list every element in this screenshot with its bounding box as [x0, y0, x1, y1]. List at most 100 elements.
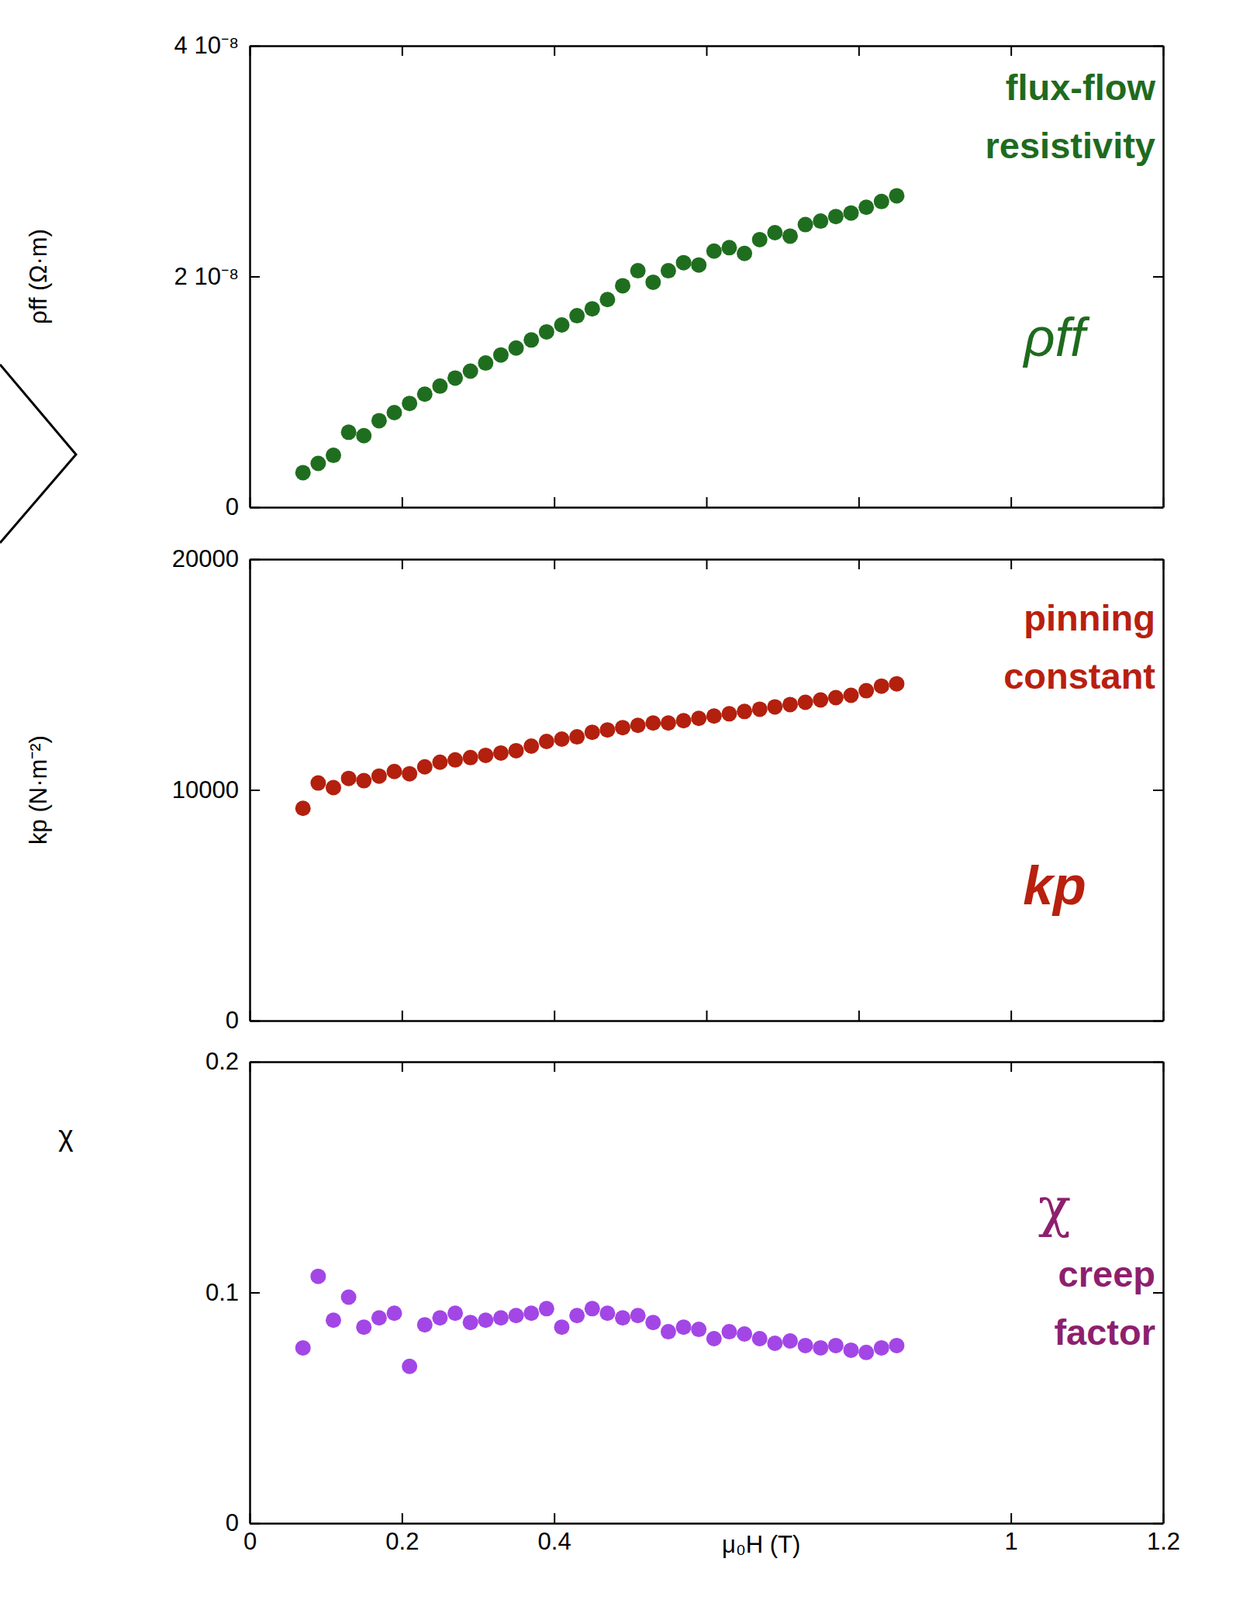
- point: [310, 455, 326, 471]
- point: [766, 1335, 783, 1351]
- tick: 0: [225, 1508, 260, 1537]
- tick-mark: [1010, 1512, 1012, 1523]
- tick-label: 0: [225, 493, 239, 521]
- tick-label: 0: [225, 1508, 239, 1537]
- tick-mark: [1153, 789, 1164, 791]
- point: [462, 362, 479, 379]
- tick-mark: [1010, 1061, 1012, 1072]
- tick: 0.2: [385, 1512, 419, 1555]
- point: [584, 300, 601, 317]
- tick-mark: [1010, 497, 1012, 508]
- tick: [858, 497, 860, 508]
- tick-mark: [249, 1522, 260, 1525]
- point: [782, 696, 798, 712]
- point: [462, 749, 479, 766]
- point: [341, 424, 357, 440]
- tick: 2 10⁻⁸: [174, 262, 260, 291]
- tick: [554, 1010, 556, 1021]
- point: [386, 763, 403, 780]
- tick-mark: [553, 1512, 556, 1523]
- point: [417, 386, 433, 402]
- point: [447, 752, 463, 768]
- panel: 01000020000kp (N·m⁻²)pinningconstantkp: [24, 545, 1164, 1034]
- point: [614, 277, 631, 294]
- point: [310, 775, 326, 791]
- point: [493, 745, 509, 761]
- point: [645, 274, 661, 291]
- point: [553, 317, 570, 333]
- annotation: creepfactor: [1053, 1253, 1156, 1353]
- point: [477, 1312, 494, 1328]
- point: [660, 1323, 677, 1340]
- tick-mark: [249, 45, 260, 48]
- tick: 4 10⁻⁸: [174, 31, 260, 59]
- tick: [1153, 1061, 1164, 1063]
- data-points: [295, 1268, 905, 1375]
- tick-label: 0: [243, 1527, 257, 1555]
- point: [325, 447, 342, 463]
- chart-canvas: 0 2 10⁻⁸ 4 10⁻⁸ ρff (Ω·m) flux-flowresistivi…: [0, 0, 1243, 1600]
- y-axis-mirror: [1153, 46, 1164, 508]
- tick: [401, 497, 403, 508]
- point: [341, 1288, 357, 1305]
- point: [706, 1330, 722, 1347]
- point: [523, 1305, 539, 1321]
- point: [371, 1309, 387, 1326]
- x-axis-mirror: [250, 559, 1164, 570]
- point: [477, 747, 494, 764]
- tick-mark: [706, 45, 708, 56]
- annotation-symbol: χ: [1038, 1175, 1071, 1240]
- point: [736, 703, 753, 719]
- x-axis: [250, 497, 1164, 508]
- data-points: [295, 676, 905, 817]
- tick: 1: [1004, 1512, 1019, 1555]
- point: [630, 717, 646, 733]
- tick-label: 1.2: [1146, 1527, 1181, 1555]
- point: [660, 714, 677, 731]
- point: [431, 1309, 448, 1326]
- point: [873, 1339, 890, 1356]
- tick: [706, 497, 708, 508]
- tick-mark: [1153, 1020, 1164, 1023]
- point: [295, 800, 311, 816]
- point: [477, 355, 494, 371]
- tick-label: 0: [225, 1006, 239, 1034]
- point: [386, 404, 403, 421]
- tick: [706, 45, 708, 56]
- point: [569, 307, 585, 324]
- tick: [1153, 790, 1164, 791]
- y-axis-title: ρff (Ω·m): [24, 228, 52, 325]
- tick: [858, 559, 860, 570]
- point: [843, 687, 860, 704]
- tick-mark: [1010, 1010, 1012, 1021]
- point: [706, 707, 722, 724]
- tick-label: 0.4: [538, 1527, 572, 1555]
- tick-mark: [706, 497, 708, 508]
- tick-mark: [1153, 1061, 1164, 1064]
- bracket: [0, 364, 76, 543]
- point: [766, 698, 783, 715]
- point: [873, 678, 890, 695]
- tick: 0.4: [538, 1512, 572, 1555]
- tick: [706, 1010, 708, 1021]
- point: [721, 705, 737, 722]
- point: [660, 262, 677, 279]
- point: [599, 291, 615, 308]
- point: [873, 193, 890, 210]
- tick-label: 2 10⁻⁸: [174, 262, 239, 291]
- point: [401, 766, 418, 782]
- point: [599, 721, 615, 738]
- point: [858, 1344, 874, 1361]
- point: [417, 759, 433, 775]
- tick-mark: [249, 789, 260, 791]
- point: [538, 733, 555, 750]
- tick-mark: [249, 1061, 260, 1064]
- point: [401, 1358, 418, 1375]
- tick-label: 4 10⁻⁸: [174, 31, 239, 59]
- point: [858, 199, 874, 215]
- annotation: flux-flowresistivity: [985, 66, 1157, 166]
- tick-mark: [249, 276, 260, 278]
- y-axis-title: χ: [58, 1119, 73, 1152]
- point: [295, 464, 311, 480]
- tick: [1153, 1020, 1164, 1022]
